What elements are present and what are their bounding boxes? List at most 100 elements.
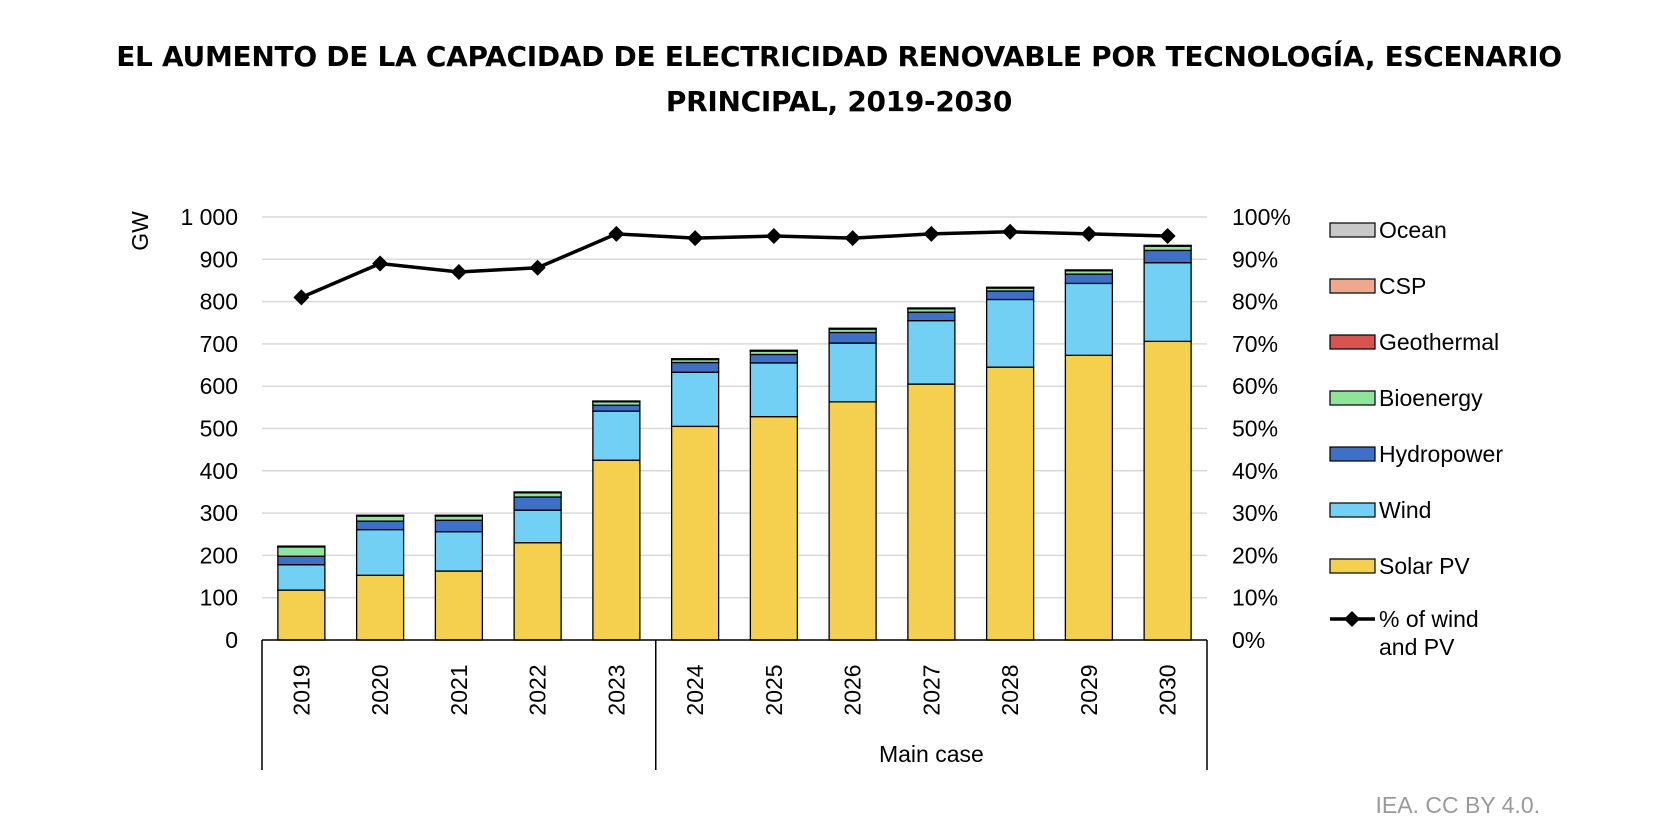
share-point-2023 (608, 225, 625, 242)
share-point-2020 (372, 255, 389, 272)
legend-swatch-share-marker (1344, 611, 1360, 627)
bar-solar-pv-2020 (355, 574, 405, 641)
share-point-2029 (1080, 225, 1097, 242)
share-point-2025 (765, 228, 782, 245)
bar-wind-2026 (828, 342, 877, 403)
bar-hydropower-2026 (828, 331, 877, 344)
legend-label-ocean: Ocean (1379, 217, 1447, 243)
x-tick-label: 2019 (288, 664, 314, 715)
legend-swatch-solar-pv (1329, 558, 1376, 574)
x-tick-label: 2023 (603, 664, 629, 715)
y2-tick-label: 60% (1232, 373, 1278, 399)
bar-wind-2025 (749, 362, 799, 418)
y-tick-label: 700 (200, 331, 238, 357)
y2-tick-label: 0% (1232, 627, 1265, 653)
chart-title-line-1: EL AUMENTO DE LA CAPACIDAD DE ELECTRICID… (116, 40, 1562, 73)
x-tick-label: 2022 (525, 664, 551, 715)
bar-stack-2028 (985, 286, 1035, 641)
bar-wind-2023 (592, 410, 641, 461)
bar-hydropower-2030 (1143, 249, 1192, 264)
legend-label-csp: CSP (1379, 273, 1426, 299)
chart-title: EL AUMENTO DE LA CAPACIDAD DE ELECTRICID… (0, 34, 1678, 124)
legend-swatch-csp (1329, 278, 1376, 294)
bar-stacks (277, 244, 1192, 641)
y2-tick-label: 70% (1232, 331, 1278, 357)
y-tick-label: 500 (200, 416, 238, 442)
y-tick-label: 600 (200, 373, 238, 399)
bar-stack-2025 (749, 349, 799, 641)
share-line-path (300, 230, 1168, 299)
x-tick-label: 2030 (1155, 664, 1181, 715)
share-point-2024 (687, 230, 704, 247)
source-credit: IEA. CC BY 4.0. (1375, 792, 1540, 818)
y-tick-label: 300 (200, 500, 238, 526)
legend-label-geothermal: Geothermal (1379, 329, 1499, 355)
legend-swatch-wind (1329, 502, 1376, 518)
y-tick-label: 200 (200, 542, 238, 568)
legend-swatch-hydropower (1329, 446, 1376, 462)
bar-solar-pv-2019 (277, 589, 326, 641)
bar-stack-2020 (355, 514, 405, 641)
share-point-2028 (1002, 223, 1019, 240)
bar-solar-pv-2025 (749, 416, 799, 641)
bar-hydropower-2028 (985, 290, 1035, 301)
bar-stack-2029 (1064, 269, 1114, 641)
y-tick-label: 100 (200, 585, 238, 611)
bar-wind-2029 (1064, 282, 1114, 356)
y2-tick-label: 30% (1232, 500, 1278, 526)
bar-solar-pv-2022 (513, 542, 562, 641)
legend-label-share-line-1: % of wind (1379, 606, 1479, 632)
bar-bioenergy-2019 (277, 546, 326, 557)
share-point-2027 (923, 225, 940, 242)
bar-solar-pv-2024 (670, 425, 720, 641)
bar-solar-pv-2028 (985, 366, 1035, 641)
bar-wind-2027 (907, 319, 956, 385)
legend-swatch-geothermal (1329, 334, 1376, 350)
y-tick-label: 1 000 (180, 204, 238, 230)
bar-stack-2026 (828, 327, 877, 641)
bar-solar-pv-2030 (1143, 340, 1192, 641)
bar-solar-pv-2021 (434, 570, 484, 641)
bar-hydropower-2027 (907, 311, 956, 322)
legend-label-solar-pv: Solar PV (1379, 553, 1470, 579)
x-group-label: Main case (879, 741, 984, 767)
bar-hydropower-2020 (355, 520, 405, 531)
y2-tick-label: 20% (1232, 542, 1278, 568)
bar-stack-2022 (513, 491, 562, 641)
x-tick-label: 2024 (682, 664, 708, 715)
y2-tick-label: 40% (1232, 458, 1278, 484)
legend-label-wind: Wind (1379, 497, 1431, 523)
bar-wind-2030 (1143, 262, 1192, 343)
chart-title-line-2: PRINCIPAL, 2019-2030 (665, 85, 1013, 118)
bar-wind-2019 (277, 564, 326, 591)
bar-stack-2023 (592, 400, 641, 641)
legend-swatch-ocean (1329, 222, 1376, 238)
bar-wind-2021 (434, 531, 484, 572)
legend-label-share-line-2: and PV (1379, 634, 1455, 660)
bar-stack-2024 (670, 358, 720, 641)
legend-label-bioenergy: Bioenergy (1379, 385, 1483, 411)
x-tick-label: 2021 (446, 664, 472, 715)
gridlines (262, 216, 1207, 599)
wind-pv-share-line (293, 223, 1176, 306)
x-tick-label: 2029 (1076, 664, 1102, 715)
x-tick-label: 2020 (367, 664, 393, 715)
y-tick-label: 400 (200, 458, 238, 484)
y2-tick-label: 50% (1232, 416, 1278, 442)
legend: Ocean CSP Geothermal Bioenergy Hydropower Win… (1329, 217, 1503, 660)
y2-tick-label: 80% (1232, 289, 1278, 315)
bar-stack-2027 (907, 307, 956, 641)
bar-wind-2024 (670, 371, 720, 428)
bar-hydropower-2025 (749, 353, 799, 364)
bar-solar-pv-2026 (828, 401, 877, 641)
axes: 0 100 200 300 400 500 600 700 800 900 1 000 0% 10% 20… (127, 204, 1291, 770)
share-point-2021 (450, 263, 467, 280)
bar-hydropower-2019 (277, 555, 326, 566)
bar-solar-pv-2023 (592, 459, 641, 641)
bar-wind-2028 (985, 298, 1035, 368)
legend-swatch-bioenergy (1329, 390, 1376, 406)
y2-tick-label: 10% (1232, 585, 1278, 611)
y-tick-label: 0 (225, 627, 238, 653)
bar-stack-2030 (1143, 244, 1192, 641)
